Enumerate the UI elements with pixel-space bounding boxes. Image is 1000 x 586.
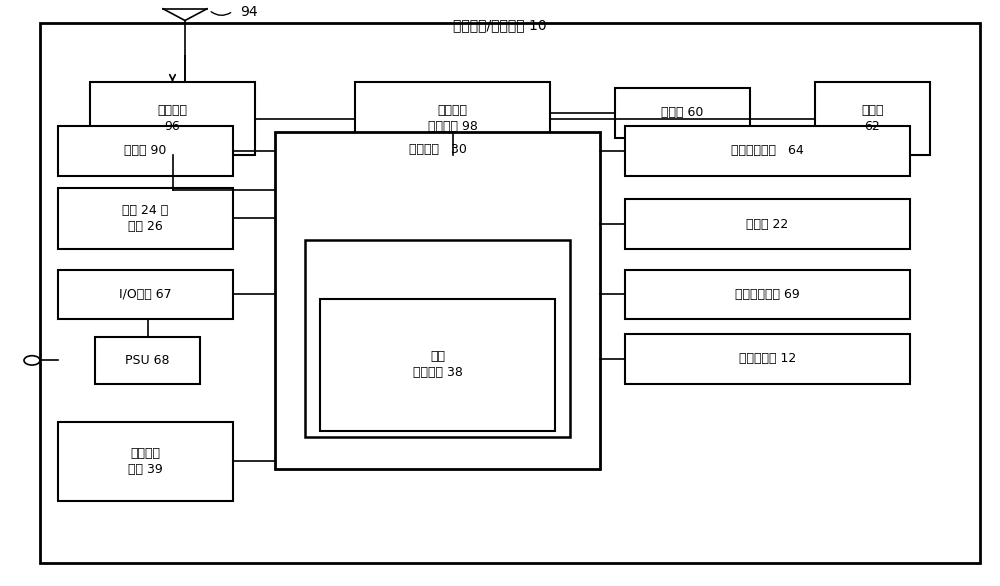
Text: I/O接口 67: I/O接口 67 <box>119 288 172 301</box>
Text: 电子装置/移动电话 10: 电子装置/移动电话 10 <box>453 18 547 32</box>
Text: 麦克风: 麦克风 <box>861 104 884 117</box>
Bar <box>625 199 910 249</box>
Text: 应用 39: 应用 39 <box>128 463 163 476</box>
Text: 处理电路 98: 处理电路 98 <box>428 120 477 134</box>
Bar <box>355 82 550 155</box>
Text: 通信电路: 通信电路 <box>158 104 188 117</box>
Bar <box>305 240 570 437</box>
Text: 存储器 90: 存储器 90 <box>124 144 167 158</box>
Text: 扬声器 60: 扬声器 60 <box>661 106 704 120</box>
Text: 控制应用 38: 控制应用 38 <box>413 366 462 380</box>
Bar <box>320 299 555 431</box>
Text: 控制电路   30: 控制电路 30 <box>409 294 466 307</box>
Bar <box>95 337 200 384</box>
Text: 键盘 24 和: 键盘 24 和 <box>122 203 169 217</box>
Bar <box>58 126 233 176</box>
Text: 摄像头组件 12: 摄像头组件 12 <box>739 352 796 366</box>
Bar <box>58 422 233 501</box>
Text: 缩放: 缩放 <box>430 350 445 363</box>
Text: 62: 62 <box>865 120 880 134</box>
Bar <box>90 82 255 155</box>
Bar <box>58 270 233 319</box>
Bar <box>625 334 910 384</box>
Text: 声音信号: 声音信号 <box>438 104 468 117</box>
Bar <box>615 88 750 138</box>
Bar <box>625 270 910 319</box>
Text: 96: 96 <box>165 120 180 134</box>
Text: 92: 92 <box>430 340 445 353</box>
Bar <box>625 126 910 176</box>
Text: 本地无线接口 69: 本地无线接口 69 <box>735 288 800 301</box>
Text: 94: 94 <box>240 5 258 19</box>
Text: 控制电路   30: 控制电路 30 <box>409 143 466 156</box>
Text: 视频处理电路   64: 视频处理电路 64 <box>731 144 804 158</box>
Bar <box>275 132 600 469</box>
Bar <box>58 188 233 249</box>
Text: 照片管理: 照片管理 <box>130 447 160 460</box>
Bar <box>815 82 930 155</box>
Text: PSU 68: PSU 68 <box>125 354 170 367</box>
Text: 按钒 26: 按钒 26 <box>128 220 163 233</box>
Text: 显示器 22: 显示器 22 <box>746 217 789 231</box>
Text: 处理装置: 处理装置 <box>422 323 452 337</box>
